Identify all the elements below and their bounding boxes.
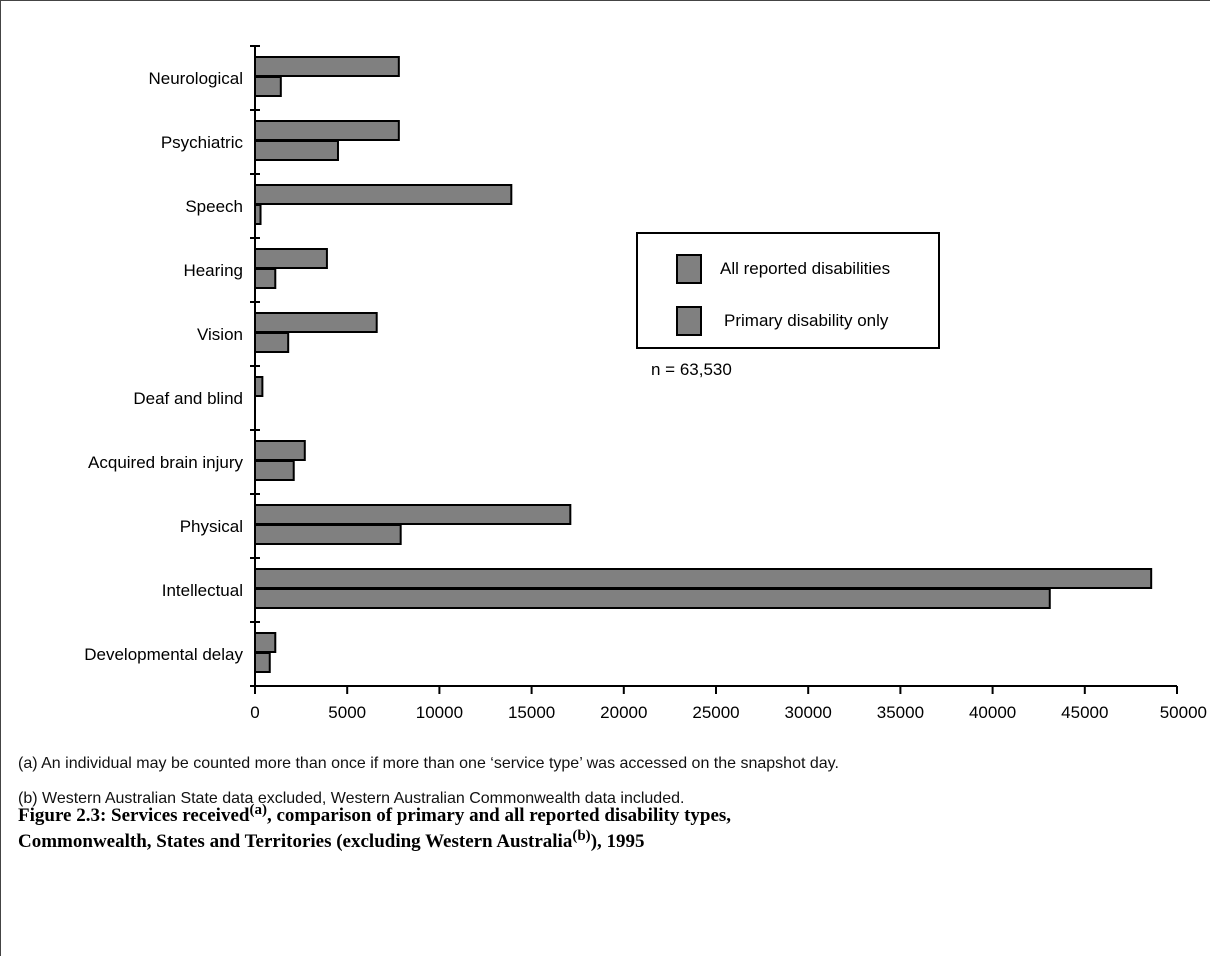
bar-vision-series-1	[254, 312, 378, 333]
category-label-intellectual: Intellectual	[162, 581, 243, 600]
bar-hearing-series-2	[254, 268, 277, 289]
legend-label-primary: Primary disability only	[724, 311, 889, 330]
category-label-speech: Speech	[185, 197, 243, 216]
bar-acquired-brain-injury-series-1	[254, 440, 306, 461]
x-tick-label: 35000	[877, 703, 924, 722]
legend: All reported disabilities Primary disabi…	[636, 232, 940, 349]
legend-item-primary: Primary disability only	[676, 306, 888, 336]
bar-speech-series-1	[254, 184, 513, 205]
category-label-acquired-brain-injury: Acquired brain injury	[88, 453, 243, 472]
bar-speech-series-2	[254, 204, 262, 225]
bar-intellectual-series-1	[254, 568, 1153, 589]
caption-sup-a: (a)	[249, 802, 267, 818]
x-tick-label: 15000	[508, 703, 555, 722]
footnote-b: (b) Western Australian State data exclud…	[18, 790, 685, 807]
x-tick-label: 0	[250, 703, 259, 722]
legend-label-all-reported: All reported disabilities	[720, 259, 891, 278]
frame-top-border	[0, 0, 1210, 1]
bar-neurological-series-2	[254, 76, 282, 97]
x-tick-label: 45000	[1061, 703, 1108, 722]
bar-psychiatric-series-1	[254, 120, 400, 141]
bar-physical-series-1	[254, 504, 572, 525]
caption-part-2: , comparison of primary and all reported…	[266, 805, 732, 826]
category-label-physical: Physical	[180, 517, 243, 536]
footnote-a: (a) An individual may be counted more th…	[18, 755, 839, 772]
bar-vision-series-2	[254, 332, 290, 353]
x-tick-label: 5000	[328, 703, 366, 722]
bar-physical-series-2	[254, 524, 402, 545]
bar-psychiatric-series-2	[254, 140, 339, 161]
category-label-vision: Vision	[197, 325, 243, 344]
category-label-neurological: Neurological	[149, 69, 244, 88]
bar-intellectual-series-2	[254, 588, 1051, 609]
category-label-developmental-delay: Developmental delay	[84, 645, 243, 664]
frame-left-border	[0, 0, 1, 956]
x-tick-label: 10000	[416, 703, 463, 722]
x-tick-label: 20000	[600, 703, 647, 722]
bar-developmental-delay-series-1	[254, 632, 277, 653]
caption-part-1: Figure 2.3: Services received	[18, 805, 250, 826]
category-label-hearing: Hearing	[183, 261, 243, 280]
legend-swatch-primary	[676, 306, 702, 336]
bar-neurological-series-1	[254, 56, 400, 77]
x-tick-label: 30000	[785, 703, 832, 722]
bar-acquired-brain-injury-series-2	[254, 460, 295, 481]
legend-item-all-reported: All reported disabilities	[676, 254, 890, 284]
x-tick-label: 50000	[1160, 703, 1207, 722]
bar-developmental-delay-series-2	[254, 652, 271, 673]
caption-sup-b: (b)	[572, 828, 591, 844]
caption-part-3: Commonwealth, States and Territories (ex…	[18, 831, 573, 852]
bar-hearing-series-1	[254, 248, 328, 269]
legend-swatch-all-reported	[676, 254, 702, 284]
bar-deaf-and-blind-series-1	[254, 376, 264, 397]
sample-size-note: n = 63,530	[651, 360, 732, 379]
category-label-psychiatric: Psychiatric	[161, 133, 244, 152]
caption-part-4: ), 1995	[590, 831, 645, 852]
x-tick-label: 40000	[969, 703, 1016, 722]
category-label-deaf-and-blind: Deaf and blind	[133, 389, 243, 408]
bar-chart: Neurological Psychiatric Speech Hearing Visi…	[84, 45, 1207, 722]
x-tick-label: 25000	[692, 703, 739, 722]
figure-caption: Figure 2.3: Services received(a), compar…	[18, 803, 1198, 855]
